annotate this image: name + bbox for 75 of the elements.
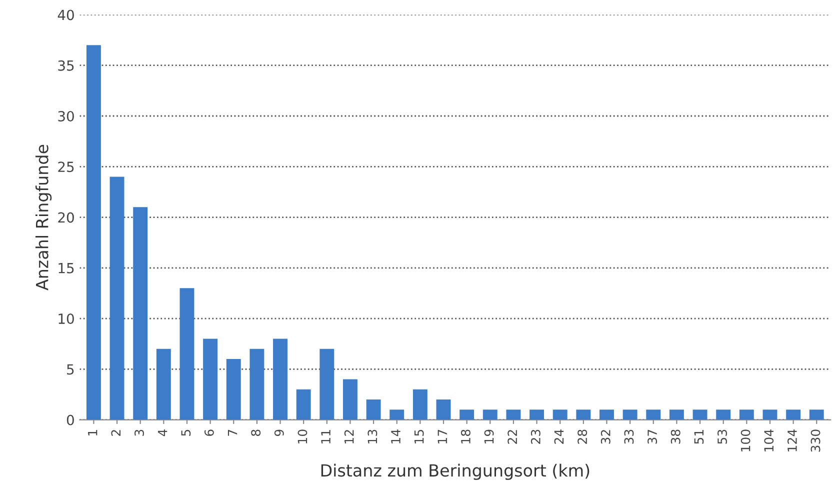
bar bbox=[739, 410, 754, 420]
y-tick-label: 25 bbox=[58, 162, 74, 172]
x-tick-label: 19 bbox=[484, 430, 494, 444]
bar bbox=[412, 389, 428, 420]
x-tick-label: 6 bbox=[204, 430, 214, 436]
x-axis-title: Distanz zum Beringungsort (km) bbox=[321, 464, 590, 480]
x-tick-label: 53 bbox=[718, 430, 727, 444]
bar bbox=[716, 410, 731, 420]
x-tick-label: 18 bbox=[460, 430, 470, 444]
y-tick-label: 10 bbox=[58, 314, 74, 324]
x-tick-label: 10 bbox=[298, 430, 308, 444]
bar bbox=[646, 410, 661, 420]
bar bbox=[460, 410, 474, 420]
y-tick-label: 15 bbox=[58, 263, 74, 274]
x-tick-label: 33 bbox=[624, 430, 634, 444]
bar bbox=[296, 389, 311, 420]
bar bbox=[692, 410, 708, 420]
x-tick-label: 9 bbox=[274, 430, 284, 436]
x-tick-label: 17 bbox=[438, 430, 447, 444]
bar bbox=[366, 400, 381, 420]
bar bbox=[156, 348, 171, 420]
x-tick-label: 37 bbox=[648, 430, 658, 444]
bar bbox=[436, 400, 451, 420]
bar bbox=[762, 410, 778, 420]
y-tick-label: 40 bbox=[58, 10, 74, 20]
x-tick-label: 24 bbox=[554, 430, 564, 444]
x-tick-label: 28 bbox=[578, 430, 588, 444]
x-tick-label: 1 bbox=[88, 430, 98, 436]
bar bbox=[203, 338, 218, 420]
bar bbox=[482, 410, 498, 420]
bar bbox=[506, 410, 521, 420]
x-tick-label: 7 bbox=[228, 430, 238, 436]
x-tick-label: 11 bbox=[321, 430, 330, 444]
x-tick-label: 5 bbox=[181, 430, 191, 436]
bar bbox=[809, 410, 824, 420]
bar bbox=[576, 410, 591, 420]
x-tick-label: 8 bbox=[251, 430, 261, 436]
x-tick-label: 330 bbox=[810, 430, 820, 452]
bar bbox=[250, 348, 264, 420]
bar bbox=[86, 45, 101, 420]
bar bbox=[669, 410, 684, 420]
x-tick-label: 100 bbox=[740, 430, 750, 452]
x-tick-label: 15 bbox=[414, 430, 424, 444]
x-tick-label: 51 bbox=[694, 430, 704, 444]
x-tick-label: 23 bbox=[530, 430, 540, 444]
bar bbox=[390, 410, 404, 420]
x-tick-label: 32 bbox=[600, 430, 610, 444]
y-axis-title: Anzahl Ringfunde bbox=[35, 144, 52, 290]
bar bbox=[320, 348, 334, 420]
y-tick-label: 5 bbox=[67, 364, 74, 375]
y-tick-label: 35 bbox=[58, 60, 74, 71]
x-tick-label: 12 bbox=[344, 430, 354, 444]
bar bbox=[226, 359, 241, 420]
x-tick-label: 13 bbox=[368, 430, 378, 444]
bar bbox=[110, 176, 124, 420]
bar bbox=[552, 410, 568, 420]
bar bbox=[342, 379, 358, 420]
x-tick-label: 22 bbox=[508, 430, 517, 444]
x-tick-label: 104 bbox=[764, 430, 774, 452]
bar bbox=[180, 288, 194, 420]
x-tick-label: 2 bbox=[111, 430, 120, 436]
bar bbox=[786, 410, 801, 420]
x-tick-label: 3 bbox=[134, 430, 144, 436]
bar bbox=[273, 338, 288, 420]
y-tick-label: 20 bbox=[58, 212, 74, 223]
bar bbox=[530, 410, 544, 420]
x-tick-label: 14 bbox=[391, 430, 400, 444]
bar bbox=[133, 207, 148, 420]
x-tick-label: 38 bbox=[670, 430, 680, 444]
bar bbox=[622, 410, 638, 420]
y-tick-label: 30 bbox=[58, 110, 74, 122]
x-tick-label: 124 bbox=[787, 430, 797, 452]
x-tick-label: 4 bbox=[158, 430, 168, 436]
y-tick-label: 0 bbox=[66, 414, 74, 426]
bar bbox=[600, 410, 614, 420]
